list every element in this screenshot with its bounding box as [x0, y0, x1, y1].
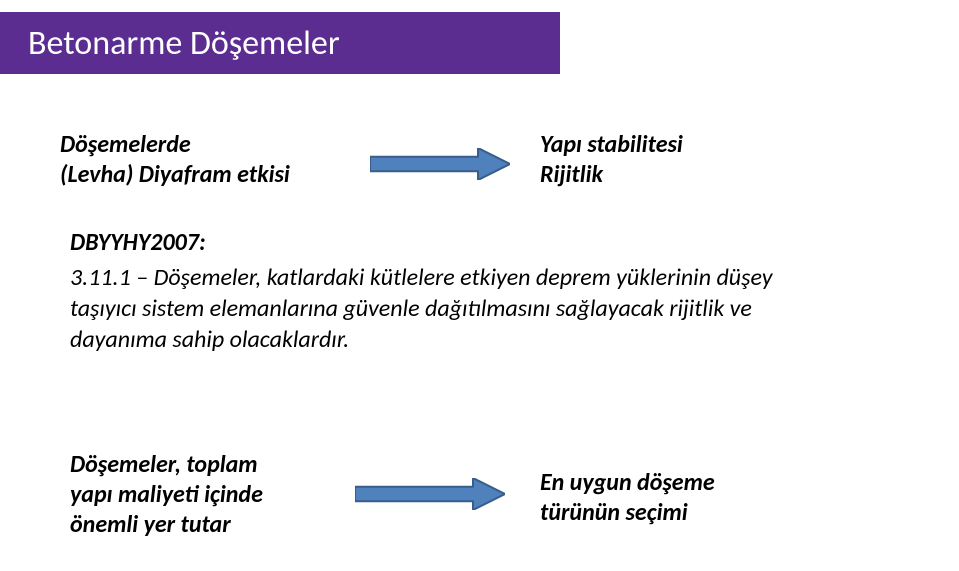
text-line: önemli yer tutar — [70, 510, 263, 540]
text-line: Döşemelerde — [60, 130, 290, 160]
text-line: (Levha) Diyafram etkisi — [60, 160, 290, 190]
code-reference-label: DBYYHY2007: — [70, 228, 206, 258]
arrow-icon — [370, 148, 510, 180]
text-line: Rijitlik — [540, 160, 683, 190]
text-line: Yapı stabilitesi — [540, 130, 683, 160]
code-paragraph: 3.11.1 – Döşemeler, katlardaki kütlelere… — [70, 262, 840, 356]
selection-block: En uygun döşeme türünün seçimi — [540, 468, 715, 528]
slide: Betonarme Döşemeler Döşemelerde (Levha) … — [0, 0, 959, 571]
text-line: En uygun döşeme — [540, 468, 715, 498]
text-line: türünün seçimi — [540, 498, 715, 528]
title-bar: Betonarme Döşemeler — [0, 12, 560, 74]
text-line: Döşemeler, toplam — [70, 450, 263, 480]
title-text: Betonarme Döşemeler — [28, 23, 340, 64]
stability-rigidity-block: Yapı stabilitesi Rijitlik — [540, 130, 683, 190]
arrow-icon — [355, 478, 505, 510]
cost-block: Döşemeler, toplam yapı maliyeti içinde ö… — [70, 450, 263, 540]
diaphragm-effect-block: Döşemelerde (Levha) Diyafram etkisi — [60, 130, 290, 190]
text-line: yapı maliyeti içinde — [70, 480, 263, 510]
